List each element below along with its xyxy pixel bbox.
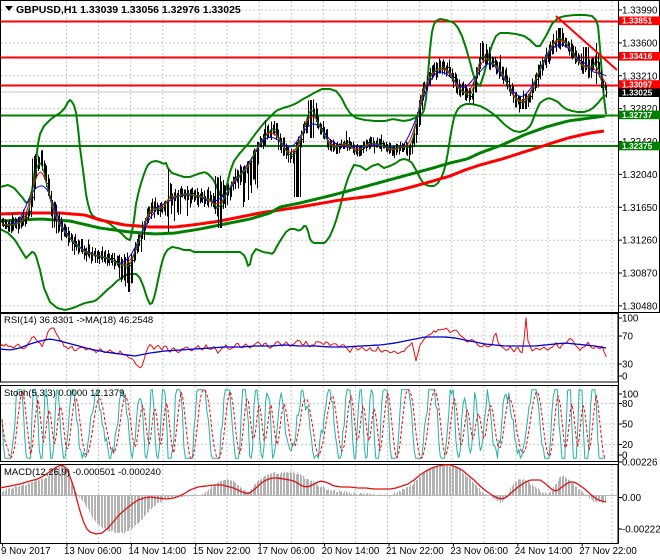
svg-text:0.00: 0.00 — [622, 493, 642, 504]
svg-text:0.00226: 0.00226 — [622, 458, 658, 469]
svg-text:9 Nov 2017: 9 Nov 2017 — [1, 546, 51, 557]
svg-text:GBPUSD,H1 1.33039 1.33056 1.3: GBPUSD,H1 1.33039 1.33056 1.32976 1.3302… — [16, 4, 241, 16]
svg-text:1.32040: 1.32040 — [622, 170, 658, 181]
svg-text:80: 80 — [622, 399, 633, 410]
svg-text:27 Nov 22:00: 27 Nov 22:00 — [579, 546, 637, 557]
svg-text:1.33097: 1.33097 — [622, 79, 653, 89]
svg-text:70: 70 — [622, 332, 633, 343]
svg-text:20 Nov 14:00: 20 Nov 14:00 — [322, 546, 380, 557]
svg-text:1.31650: 1.31650 — [622, 203, 658, 214]
svg-text:MACD(12,26,9) -0.000501 -0.000: MACD(12,26,9) -0.000501 -0.000240 — [4, 467, 161, 478]
svg-text:23 Nov 06:00: 23 Nov 06:00 — [450, 546, 508, 557]
svg-text:1.33210: 1.33210 — [622, 71, 658, 82]
svg-text:50: 50 — [622, 420, 633, 431]
svg-text:15 Nov 22:00: 15 Nov 22:00 — [193, 546, 251, 557]
svg-text:0: 0 — [622, 372, 628, 383]
svg-text:1.30480: 1.30480 — [622, 301, 658, 312]
svg-text:24 Nov 14:00: 24 Nov 14:00 — [515, 546, 573, 557]
svg-text:17 Nov 06:00: 17 Nov 06:00 — [257, 546, 315, 557]
svg-text:1.33851: 1.33851 — [622, 16, 653, 26]
svg-text:Stoch(5,3,3) 0.0000 12.1379: Stoch(5,3,3) 0.0000 12.1379 — [4, 388, 124, 399]
svg-text:1.33025: 1.33025 — [622, 88, 653, 98]
svg-text:-0.002222: -0.002222 — [622, 525, 660, 536]
svg-text:30: 30 — [622, 360, 633, 371]
svg-text:20: 20 — [622, 440, 633, 451]
svg-text:1.32820: 1.32820 — [622, 104, 658, 115]
svg-text:1.33600: 1.33600 — [622, 38, 658, 49]
svg-text:1.31260: 1.31260 — [622, 236, 658, 247]
svg-text:13 Nov 06:00: 13 Nov 06:00 — [64, 546, 122, 557]
svg-text:100: 100 — [622, 314, 639, 325]
svg-text:21 Nov 22:00: 21 Nov 22:00 — [386, 546, 444, 557]
svg-text:0: 0 — [622, 451, 628, 462]
svg-text:1.30870: 1.30870 — [622, 269, 658, 280]
svg-text:RSI(14) 36.8301 ->MA(18) 46.2: RSI(14) 36.8301 ->MA(18) 46.2548 — [4, 315, 153, 326]
svg-text:1.32737: 1.32737 — [622, 110, 653, 120]
svg-text:100: 100 — [622, 390, 639, 401]
svg-text:1.32375: 1.32375 — [622, 141, 653, 151]
svg-text:1.33416: 1.33416 — [622, 51, 653, 61]
svg-text:1.33990: 1.33990 — [622, 6, 658, 17]
svg-text:14 Nov 14:00: 14 Nov 14:00 — [128, 546, 186, 557]
